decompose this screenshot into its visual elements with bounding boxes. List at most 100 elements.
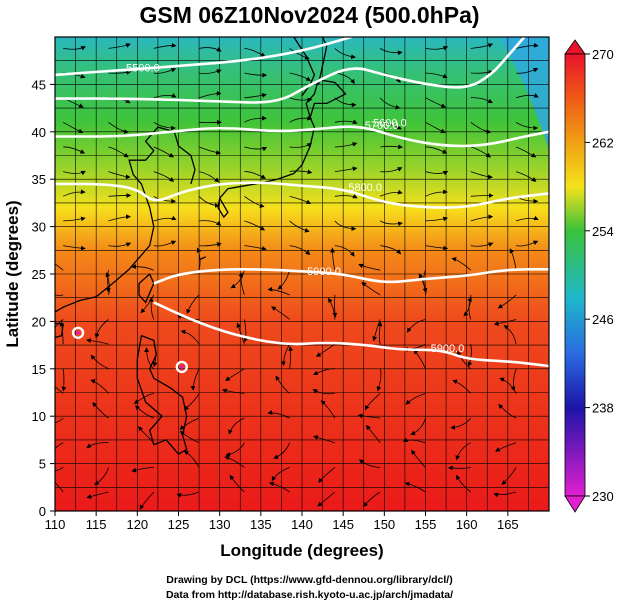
x-tick-label: 150 bbox=[373, 517, 395, 532]
contour-line bbox=[153, 267, 549, 285]
contour-label: 5900.0 bbox=[307, 266, 341, 278]
streamline bbox=[404, 481, 426, 493]
streamline bbox=[380, 167, 403, 173]
streamline bbox=[108, 242, 132, 247]
streamline bbox=[55, 442, 64, 450]
streamline bbox=[199, 171, 220, 183]
streamline bbox=[63, 216, 86, 222]
streamline bbox=[380, 144, 403, 150]
streamline bbox=[495, 442, 517, 452]
streamline bbox=[179, 430, 200, 444]
cold-region bbox=[500, 37, 549, 150]
streamline bbox=[244, 146, 268, 152]
streamline bbox=[332, 294, 338, 318]
streamline bbox=[334, 193, 358, 199]
streamline bbox=[362, 491, 381, 507]
streamline bbox=[289, 220, 310, 233]
streamline bbox=[228, 417, 245, 435]
streamline bbox=[179, 417, 200, 431]
y-tick-label: 25 bbox=[32, 267, 46, 282]
streamline bbox=[503, 325, 517, 345]
streamline bbox=[86, 338, 109, 345]
colorbar-tick-label: 230 bbox=[592, 489, 614, 504]
streamline bbox=[372, 319, 381, 342]
streamline bbox=[470, 43, 494, 49]
colorbar-tick-label: 254 bbox=[592, 224, 614, 239]
coastline-segment bbox=[317, 37, 328, 85]
streamline bbox=[108, 214, 131, 222]
x-tick-label: 135 bbox=[250, 517, 272, 532]
contour-line bbox=[55, 181, 549, 209]
streamline bbox=[92, 402, 109, 419]
coastline-segment bbox=[55, 322, 64, 339]
streamline bbox=[470, 214, 494, 222]
streamline bbox=[470, 242, 494, 247]
streamline bbox=[225, 442, 245, 457]
streamline bbox=[413, 349, 426, 369]
streamline bbox=[315, 343, 336, 357]
streamline bbox=[289, 245, 311, 255]
streamline bbox=[334, 119, 358, 125]
streamline bbox=[144, 347, 155, 370]
streamline bbox=[406, 319, 426, 333]
grid-lines bbox=[55, 37, 549, 511]
streamline bbox=[463, 294, 472, 317]
y-axis-ticks: 0 5 10 15 20 25 30 35 40 45 bbox=[32, 77, 55, 519]
streamline bbox=[273, 442, 290, 459]
streamline bbox=[180, 329, 200, 345]
streamline bbox=[379, 220, 403, 227]
contour-line bbox=[55, 125, 549, 148]
y-tick-label: 15 bbox=[32, 362, 46, 377]
streamline bbox=[90, 354, 109, 370]
streamline bbox=[379, 48, 403, 56]
streamline bbox=[108, 70, 132, 75]
streamline bbox=[281, 343, 290, 367]
streamline bbox=[198, 146, 221, 155]
streamline bbox=[183, 393, 200, 411]
streamline bbox=[405, 393, 426, 405]
streamline bbox=[470, 171, 493, 180]
streamline bbox=[288, 346, 294, 369]
streamline bbox=[358, 263, 381, 271]
streamline bbox=[516, 42, 539, 49]
streamline bbox=[199, 47, 222, 52]
coastline-segment bbox=[217, 197, 229, 219]
y-tick-label: 40 bbox=[32, 125, 46, 140]
streamline bbox=[493, 491, 517, 498]
contour-line bbox=[55, 37, 352, 77]
colorbar-ticks: 270 262 254 246 238 230 bbox=[585, 47, 614, 504]
streamline bbox=[455, 474, 472, 493]
colorbar-top-arrow bbox=[564, 39, 586, 55]
streamline bbox=[448, 465, 471, 471]
footer-data-source: Data from http://database.rish.kyoto-u.a… bbox=[165, 589, 454, 601]
y-tick-label: 0 bbox=[39, 504, 46, 519]
streamline bbox=[411, 449, 426, 468]
streamline bbox=[515, 121, 539, 131]
streamline bbox=[199, 242, 222, 247]
closed-low-center bbox=[179, 364, 184, 369]
streamline bbox=[470, 97, 493, 104]
streamline bbox=[358, 459, 381, 468]
streamline bbox=[244, 220, 266, 231]
colorbar-bottom-arrow bbox=[564, 495, 586, 513]
streamline bbox=[199, 220, 222, 226]
streamline bbox=[63, 189, 86, 197]
contour-line bbox=[153, 301, 549, 368]
streamline bbox=[153, 240, 177, 247]
streamline bbox=[515, 171, 537, 182]
streamline bbox=[108, 171, 131, 180]
streamline bbox=[289, 169, 313, 175]
streamline bbox=[271, 306, 290, 320]
streamline bbox=[271, 467, 290, 482]
y-tick-label: 20 bbox=[32, 314, 46, 329]
streamline bbox=[153, 146, 175, 158]
x-tick-label: 120 bbox=[126, 517, 148, 532]
height-contours bbox=[55, 37, 549, 368]
colorbar: 270 262 254 246 238 230 bbox=[564, 39, 614, 513]
streamline bbox=[425, 189, 448, 197]
streamline bbox=[410, 417, 426, 436]
streamline bbox=[330, 247, 336, 271]
contour-label: 5600.0 bbox=[373, 117, 407, 129]
coastline-segment bbox=[219, 117, 316, 199]
